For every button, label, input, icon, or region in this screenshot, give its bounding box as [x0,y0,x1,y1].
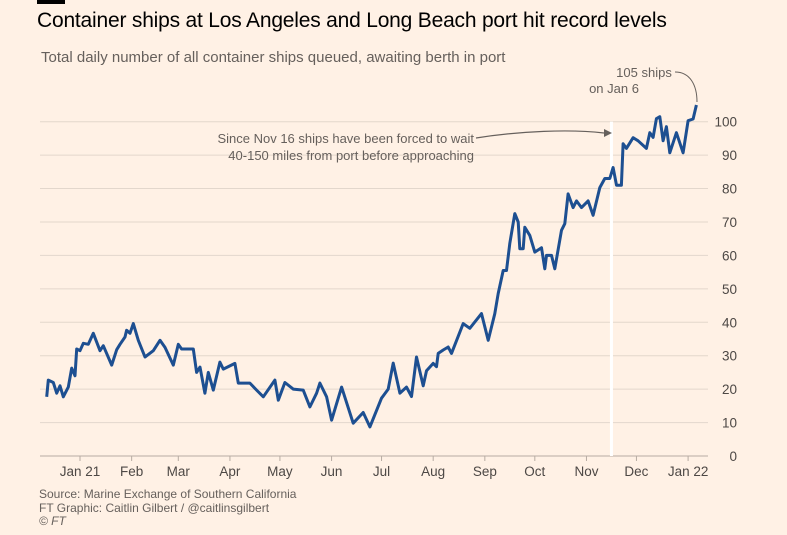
x-tick-label: Feb [120,464,143,479]
chart-title: Container ships at Los Angeles and Long … [37,9,667,32]
y-tick-label: 30 [722,349,737,364]
x-tick-label: Oct [524,464,545,479]
y-tick-label: 0 [729,449,737,464]
credit-note: FT Graphic: Caitlin Gilbert / @caitlinsg… [39,501,270,515]
y-tick-label: 90 [722,148,737,163]
x-tick-label: Jan 21 [60,464,101,479]
annotation-record-line2: on Jan 6 [589,81,639,96]
x-tick-label: Jan 22 [668,464,709,479]
x-tick-label: May [267,464,293,479]
x-tick-label: Sep [473,464,497,479]
y-tick-labels: 0 10 20 30 40 50 60 70 80 90 100 [714,115,737,464]
annotation-nov16-arrow [475,130,605,139]
annotation-nov16: Since Nov 16 ships have been forced to w… [217,129,612,163]
gridlines [40,121,708,457]
brand-bar [37,0,65,4]
annotation-record-connector [674,71,698,103]
y-tick-label: 50 [722,282,737,297]
source-note: Source: Marine Exchange of Southern Cali… [39,487,297,501]
annotation-record: 105 ships on Jan 6 [589,65,698,103]
y-tick-label: 80 [722,182,737,197]
x-tick-label: Nov [574,464,598,479]
x-tick-label: Aug [421,464,445,479]
x-tick-labels: Jan 21 Feb Mar Apr May Jun Jul Aug Sep Oct Nov Dec J… [60,456,709,479]
annotation-nov16-line1: Since Nov 16 ships have been forced to w… [217,131,474,146]
copyright-note: © FT [39,514,66,528]
y-tick-label: 40 [722,315,737,330]
y-tick-label: 70 [722,215,737,230]
chart-subtitle: Total daily number of all container ship… [41,49,506,66]
x-tick-label: Mar [167,464,191,479]
arrowhead-icon [604,129,612,137]
x-tick-label: Jun [321,464,343,479]
y-tick-label: 10 [722,416,737,431]
y-tick-label: 20 [722,382,737,397]
x-tick-label: Dec [624,464,648,479]
annotation-nov16-line2: 40-150 miles from port before approachin… [228,148,474,163]
x-tick-label: Jul [373,464,390,479]
y-tick-label: 60 [722,248,737,263]
series-line [45,104,698,429]
nov16-highlight-line [609,121,613,456]
y-tick-label: 100 [714,115,737,130]
annotation-record-line1: 105 ships [616,65,672,80]
x-tick-label: Apr [219,464,241,479]
